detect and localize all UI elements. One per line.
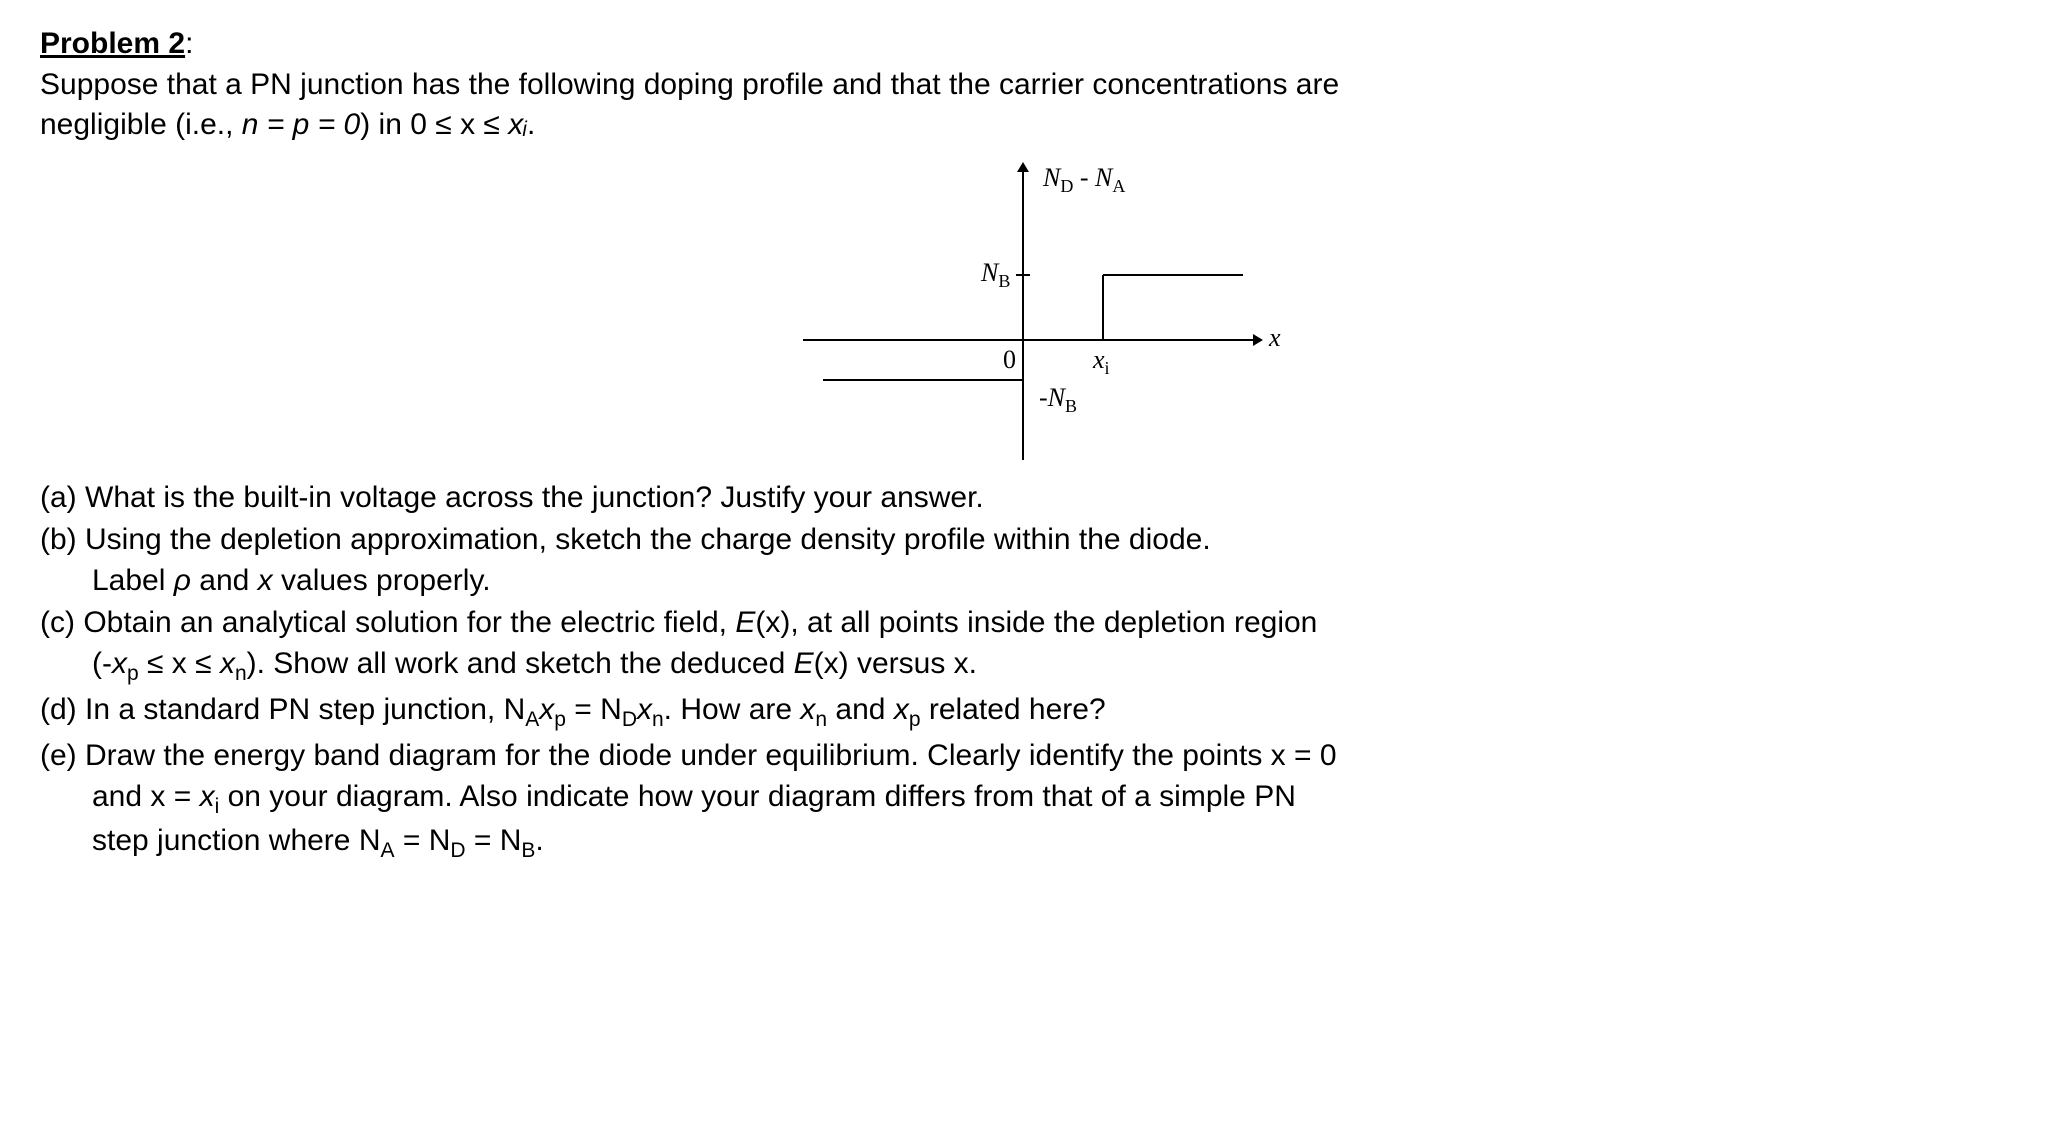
e2-xi: x <box>200 780 215 813</box>
c2-pre: (- <box>92 647 112 680</box>
e3-mid2: = N <box>466 824 522 857</box>
d-a: A <box>525 708 539 731</box>
doping-profile-diagram: ND - NA NB 0 xi x -NB <box>40 150 2006 470</box>
b2-post: values properly. <box>273 564 491 597</box>
svg-text:x: x <box>1268 323 1281 352</box>
c1-pre: (c) Obtain an analytical solution for th… <box>40 606 735 639</box>
e2-post: on your diagram. Also indicate how your … <box>219 780 1296 813</box>
d-xp-sub: p <box>554 708 566 731</box>
doping-profile-svg: ND - NA NB 0 xi x -NB <box>763 150 1283 470</box>
e3-a: A <box>381 839 395 862</box>
b2-x: x <box>258 564 273 597</box>
problem-heading: Problem 2 <box>40 27 185 60</box>
intro-xi: xᵢ <box>508 108 527 141</box>
d-d: D <box>622 708 637 731</box>
heading-colon: : <box>185 27 193 60</box>
d-eq: = N <box>566 693 622 726</box>
e2-pre: and x = <box>92 780 200 813</box>
part-d: (d) In a standard PN step junction, NAxp… <box>40 690 2006 734</box>
e1: (e) Draw the energy band diagram for the… <box>40 739 1337 772</box>
intro-prefix: negligible (i.e., <box>40 108 242 141</box>
part-a: (a) What is the built-in voltage across … <box>40 478 2006 519</box>
problem-heading-line: Problem 2: <box>40 24 2006 65</box>
svg-text:ND - NA: ND - NA <box>1042 163 1125 196</box>
c2-xp: x <box>112 647 127 680</box>
d-xn-sub: n <box>652 708 664 731</box>
e3-post: . <box>535 824 543 857</box>
problem-page: Problem 2: Suppose that a PN junction ha… <box>0 0 2046 1142</box>
part-b-line2: Label ρ and x values properly. <box>40 561 2006 602</box>
part-e-line2: and x = xi on your diagram. Also indicat… <box>40 777 2006 821</box>
svg-text:-NB: -NB <box>1039 383 1077 416</box>
part-b: (b) Using the depletion approximation, s… <box>40 520 2006 601</box>
d-xn2: x <box>800 693 815 726</box>
c2-epsx2: (x) <box>814 647 849 680</box>
intro-mid: ) in 0 ≤ x ≤ <box>360 108 508 141</box>
intro-npz: n = p = 0 <box>242 108 360 141</box>
svg-text:0: 0 <box>1003 345 1016 374</box>
c2-mid1: ≤ x ≤ <box>139 647 220 680</box>
c2-xp-sub: p <box>127 662 139 685</box>
c2-eps2: E <box>794 647 814 680</box>
part-c-line2: (-xp ≤ x ≤ xn). Show all work and sketch… <box>40 644 2006 688</box>
c1-post: , at all points inside the depletion reg… <box>790 606 1317 639</box>
d-post: related here? <box>921 693 1106 726</box>
d-pre: (d) In a standard PN step junction, N <box>40 693 525 726</box>
e3-mid1: = N <box>395 824 451 857</box>
d-mid: . How are <box>664 693 801 726</box>
e3-b: B <box>521 839 535 862</box>
part-e-line3: step junction where NA = ND = NB. <box>40 821 2006 865</box>
intro-line-2: negligible (i.e., n = p = 0) in 0 ≤ x ≤ … <box>40 105 2006 146</box>
c1-epsx: (x) <box>755 606 790 639</box>
c1-eps: E <box>735 606 755 639</box>
intro-line-1: Suppose that a PN junction has the follo… <box>40 65 2006 106</box>
c2-xn: x <box>220 647 235 680</box>
e3-d: D <box>450 839 465 862</box>
intro-end: . <box>527 108 535 141</box>
c2-post: versus x. <box>849 647 977 680</box>
d-xn2-sub: n <box>815 708 827 731</box>
d-xn: x <box>637 693 652 726</box>
b2-mid: and <box>191 564 258 597</box>
d-and: and <box>827 693 894 726</box>
e3-pre: step junction where N <box>92 824 381 857</box>
b2-pre: Label <box>92 564 174 597</box>
c2-xn-sub: n <box>235 662 247 685</box>
svg-text:NB: NB <box>980 258 1010 291</box>
part-c: (c) Obtain an analytical solution for th… <box>40 603 2006 688</box>
d-xp2: x <box>894 693 909 726</box>
d-xp2-sub: p <box>909 708 921 731</box>
c2-mid2: ). Show all work and sketch the deduced <box>247 647 794 680</box>
svg-text:xi: xi <box>1092 345 1110 378</box>
b2-rho: ρ <box>174 564 191 597</box>
d-xp: x <box>539 693 554 726</box>
part-b-line1: (b) Using the depletion approximation, s… <box>40 523 1211 556</box>
part-e: (e) Draw the energy band diagram for the… <box>40 736 2006 865</box>
